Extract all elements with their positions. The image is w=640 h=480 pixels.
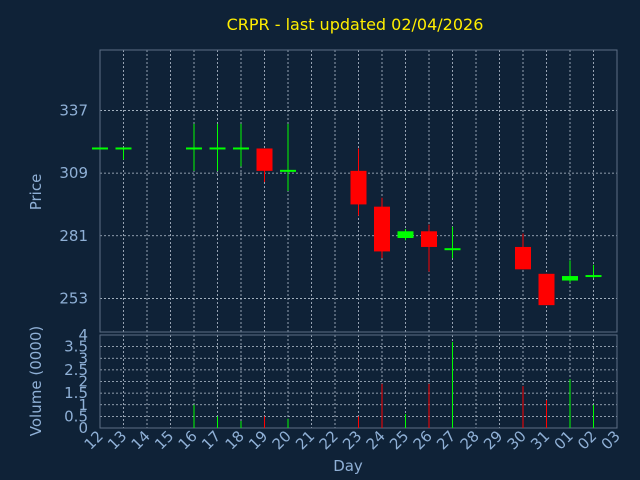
candle-body bbox=[397, 231, 414, 238]
x-tick-label: 24 bbox=[363, 427, 389, 453]
candle-16 bbox=[186, 123, 202, 171]
volume-tick-label: 4 bbox=[78, 326, 88, 344]
x-tick-label: 27 bbox=[433, 427, 459, 453]
x-tick-label: 28 bbox=[457, 427, 483, 453]
x-tick-label: 23 bbox=[339, 427, 365, 453]
volume-tick-label: 3.5 bbox=[64, 338, 88, 356]
price-axis-label: Price bbox=[27, 174, 45, 211]
x-ticks: 1213141516171819202122232425262728293031… bbox=[81, 427, 624, 453]
x-axis-label: Day bbox=[333, 457, 363, 475]
candle-01 bbox=[562, 260, 578, 283]
chart-title: CRPR - last updated 02/04/2026 bbox=[227, 15, 484, 34]
x-tick-label: 14 bbox=[128, 427, 154, 453]
candle-13 bbox=[115, 147, 132, 160]
x-tick-label: 03 bbox=[598, 427, 624, 453]
x-tick-label: 31 bbox=[527, 427, 553, 453]
candle-19 bbox=[256, 148, 273, 183]
candle-body bbox=[562, 276, 578, 281]
candle-body bbox=[350, 170, 367, 205]
x-tick-label: 20 bbox=[269, 427, 295, 453]
x-tick-label: 26 bbox=[410, 427, 436, 453]
candle-30 bbox=[515, 233, 531, 270]
volume-tick-label: 0 bbox=[78, 419, 88, 437]
x-tick-label: 17 bbox=[198, 427, 224, 453]
x-tick-label: 30 bbox=[504, 427, 530, 453]
x-tick-label: 22 bbox=[316, 427, 342, 453]
price-y-ticks: 337 309 281 253 bbox=[59, 101, 88, 307]
candle-25 bbox=[397, 229, 414, 241]
volume-y-ticks: 00.511.522.533.54 bbox=[64, 326, 88, 437]
candle-body bbox=[256, 148, 273, 171]
x-tick-label: 19 bbox=[245, 427, 271, 453]
candle-20 bbox=[280, 123, 296, 191]
volume-tick-label: 0.5 bbox=[64, 407, 88, 425]
volume-tick-label: 3 bbox=[78, 349, 88, 367]
candle-31 bbox=[538, 273, 555, 306]
volume-bars bbox=[193, 341, 594, 428]
candle-body bbox=[374, 206, 390, 252]
x-tick-label: 16 bbox=[175, 427, 201, 453]
candle-23 bbox=[350, 148, 367, 216]
candle-26 bbox=[421, 224, 437, 272]
x-tick-label: 21 bbox=[292, 427, 318, 453]
x-tick-label: 01 bbox=[551, 427, 577, 453]
volume-tick-label: 1.5 bbox=[64, 384, 88, 402]
price-tick-label: 309 bbox=[59, 164, 88, 182]
x-tick-label: 13 bbox=[104, 427, 130, 453]
price-tick-label: 337 bbox=[59, 101, 88, 119]
candle-body bbox=[538, 273, 555, 306]
candle-24 bbox=[374, 197, 390, 259]
x-tick-label: 29 bbox=[480, 427, 506, 453]
candle-27 bbox=[444, 226, 461, 259]
x-tick-label: 18 bbox=[222, 427, 248, 453]
candle-body bbox=[515, 246, 531, 270]
volume-tick-label: 2.5 bbox=[64, 361, 88, 379]
volume-axis-label: Volume (0000) bbox=[27, 326, 45, 436]
candle-17 bbox=[209, 123, 226, 171]
volume-tick-label: 2 bbox=[78, 373, 88, 391]
volume-grid bbox=[100, 335, 617, 428]
candles bbox=[92, 123, 602, 306]
price-tick-label: 281 bbox=[59, 227, 88, 245]
price-panel-frame bbox=[99, 49, 618, 333]
price-tick-label: 253 bbox=[59, 289, 88, 307]
candle-02 bbox=[585, 264, 602, 279]
volume-tick-label: 1 bbox=[78, 396, 88, 414]
candle-18 bbox=[233, 123, 249, 167]
x-tick-label: 25 bbox=[386, 427, 412, 453]
candle-body bbox=[421, 231, 437, 247]
x-tick-label: 15 bbox=[151, 427, 177, 453]
x-tick-label: 02 bbox=[574, 427, 600, 453]
